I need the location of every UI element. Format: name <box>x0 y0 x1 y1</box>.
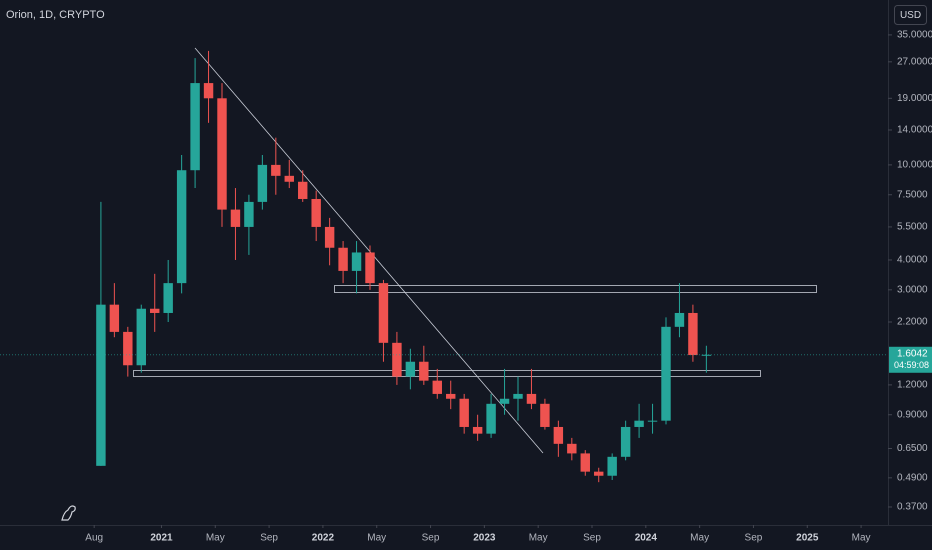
candle-body <box>513 393 523 399</box>
candle-body <box>311 198 321 227</box>
candle-body <box>123 331 133 366</box>
candle-body <box>217 98 227 210</box>
y-tick-label: 5.5000 <box>897 222 928 233</box>
candle-body <box>594 471 604 476</box>
candle-body <box>405 361 416 377</box>
x-tick-label: Sep <box>260 533 278 544</box>
candle-body <box>661 326 671 421</box>
candle-body <box>567 443 577 454</box>
y-tick-label: 1.2000 <box>897 380 928 391</box>
candle-body <box>338 247 348 271</box>
x-tick-label: 2022 <box>312 533 335 544</box>
candle-body <box>553 426 564 444</box>
chart-title: Orion, 1D, CRYPTO <box>6 9 105 21</box>
candle-body <box>284 175 294 182</box>
candle-body <box>674 312 685 327</box>
candle-body <box>419 361 429 381</box>
candle-body <box>378 283 389 343</box>
y-tick-label: 19.0000 <box>897 93 932 104</box>
y-tick-label: 0.3700 <box>897 502 928 513</box>
candle-body <box>499 398 510 404</box>
candle-body <box>298 181 308 199</box>
candle-body <box>271 164 281 176</box>
currency-label: USD <box>900 10 921 21</box>
candle-body <box>244 201 254 227</box>
last-price-badge <box>889 346 932 373</box>
x-tick-label: 2024 <box>635 533 658 544</box>
x-tick-label: Sep <box>745 533 763 544</box>
candle-body <box>580 453 590 472</box>
candle-body <box>446 393 456 399</box>
support-zone[interactable] <box>133 370 761 377</box>
x-tick-label: May <box>529 533 548 544</box>
candle-body <box>432 380 442 394</box>
candle-body <box>688 312 698 356</box>
candle-body <box>634 420 644 427</box>
candle-body <box>324 226 335 248</box>
y-tick-label: 0.6500 <box>897 443 928 454</box>
candle-body <box>392 342 402 377</box>
candle-body <box>486 403 496 434</box>
x-tick-label: May <box>206 533 225 544</box>
resistance-zone[interactable] <box>334 285 817 293</box>
y-tick-label: 14.0000 <box>897 125 932 136</box>
x-tick-label: Sep <box>422 533 440 544</box>
candle-body <box>176 170 187 284</box>
logo <box>61 505 76 521</box>
countdown-label: 04:59:08 <box>894 360 929 370</box>
candle-body <box>203 83 214 99</box>
candle-body <box>257 164 268 202</box>
candle-body <box>163 283 173 313</box>
x-tick-label: 2021 <box>150 533 173 544</box>
candle-body <box>459 398 469 427</box>
candle-body <box>607 456 617 476</box>
x-tick-label: May <box>852 533 871 544</box>
candle-body <box>526 393 537 404</box>
x-tick-label: 2023 <box>473 533 496 544</box>
currency-button[interactable] <box>894 5 927 25</box>
y-tick-label: 4.0000 <box>897 255 928 266</box>
y-tick-label: 7.5000 <box>897 189 928 200</box>
y-tick-label: 0.4900 <box>897 472 928 483</box>
candle-body <box>647 420 658 422</box>
candle-body <box>620 426 631 457</box>
candle-body <box>136 308 146 366</box>
last-price-label: 1.6042 <box>897 348 928 359</box>
y-tick-label: 3.0000 <box>897 284 928 295</box>
candle-body <box>351 252 362 271</box>
candle-body <box>701 354 712 356</box>
candle-body <box>365 252 375 284</box>
candle-body <box>150 308 160 313</box>
x-tick-label: Aug <box>85 533 103 544</box>
candle-body <box>190 83 200 171</box>
candle-body <box>109 304 120 332</box>
x-tick-label: Sep <box>583 533 601 544</box>
candle-body <box>230 209 241 227</box>
candle-body <box>96 304 106 466</box>
candle-body <box>472 426 483 434</box>
x-tick-label: 2025 <box>796 533 819 544</box>
trend-line[interactable] <box>194 47 544 454</box>
y-tick-label: 27.0000 <box>897 56 932 67</box>
x-tick-label: May <box>367 533 386 544</box>
y-tick-label: 35.0000 <box>897 30 932 41</box>
y-tick-label: 0.9000 <box>897 409 928 420</box>
y-tick-label: 2.2000 <box>897 317 928 328</box>
y-tick-label: 10.0000 <box>897 160 932 171</box>
candle-body <box>540 403 550 427</box>
x-tick-label: May <box>690 533 709 544</box>
